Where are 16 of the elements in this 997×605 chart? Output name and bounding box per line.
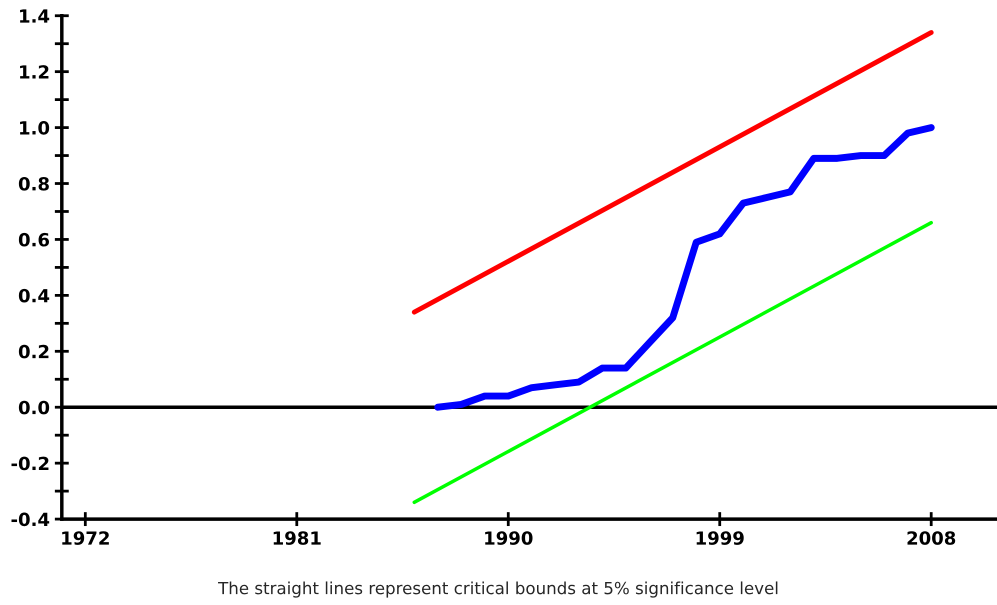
- y-tick-label: 0.0: [18, 400, 50, 414]
- y-tick-label: 0.4: [18, 288, 50, 302]
- y-tick-label: 1.2: [20, 65, 48, 79]
- y-tick-label: 0.6: [18, 232, 50, 247]
- x-tick-label: 1972: [62, 531, 109, 545]
- x-tick-label: 1990: [485, 531, 533, 545]
- y-tick-label: 1.4: [20, 9, 50, 23]
- text: The straight lines represent critical bounds at 5% significance level: [218, 581, 778, 598]
- y-tick-label: 1.0: [20, 121, 50, 135]
- y-tick-label: -0.2: [12, 456, 48, 470]
- x-tick-label: 2008: [908, 531, 956, 545]
- x-tick-label: 1981: [274, 531, 321, 545]
- y-tick-label: 0.2: [18, 344, 48, 358]
- x-tick-label: 1999: [696, 531, 744, 545]
- y-tick-label: -0.4: [12, 512, 50, 526]
- y-tick-label: 0.8: [18, 176, 49, 191]
